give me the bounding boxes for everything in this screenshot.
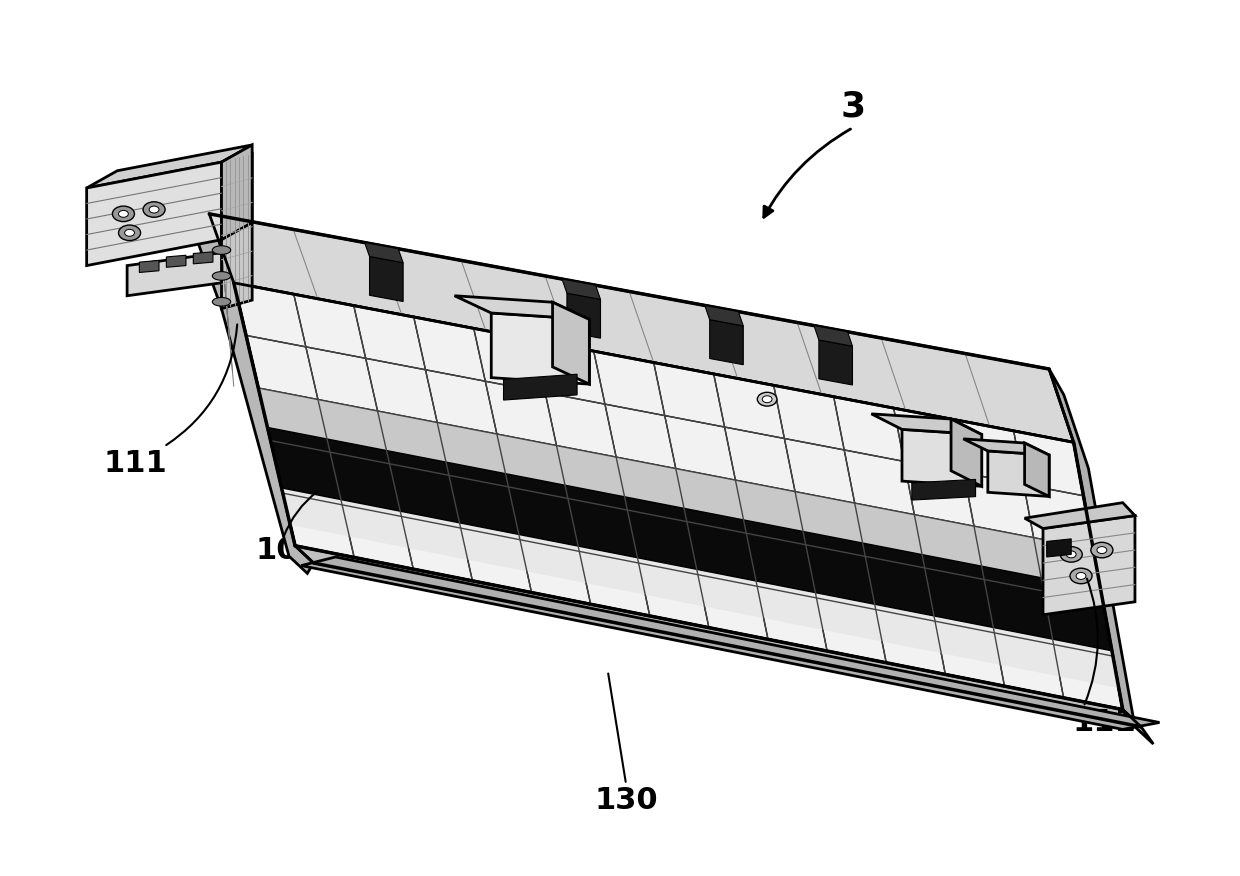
Polygon shape <box>87 145 252 188</box>
Circle shape <box>758 392 777 406</box>
Polygon shape <box>562 279 600 300</box>
Polygon shape <box>872 413 982 434</box>
Circle shape <box>113 206 134 222</box>
Polygon shape <box>87 162 222 265</box>
Ellipse shape <box>212 246 231 254</box>
Polygon shape <box>709 320 743 364</box>
Polygon shape <box>258 388 1101 590</box>
Circle shape <box>143 201 165 217</box>
Circle shape <box>119 210 128 217</box>
Polygon shape <box>813 326 852 346</box>
Circle shape <box>1060 547 1083 562</box>
Polygon shape <box>193 251 213 264</box>
Circle shape <box>1076 573 1086 579</box>
Polygon shape <box>166 255 186 267</box>
Polygon shape <box>818 340 852 385</box>
Polygon shape <box>1047 539 1071 557</box>
Polygon shape <box>222 145 252 240</box>
Polygon shape <box>234 283 1122 710</box>
Circle shape <box>1070 569 1092 583</box>
Polygon shape <box>1024 503 1135 528</box>
Ellipse shape <box>212 272 231 280</box>
Text: 3: 3 <box>841 89 866 124</box>
Text: 130: 130 <box>594 786 658 815</box>
Polygon shape <box>988 451 1049 497</box>
Polygon shape <box>301 557 1159 730</box>
Polygon shape <box>901 429 982 486</box>
Polygon shape <box>1024 443 1049 497</box>
Text: 111: 111 <box>1073 708 1136 737</box>
Polygon shape <box>1043 516 1135 615</box>
Polygon shape <box>139 260 159 272</box>
Circle shape <box>125 230 134 237</box>
Text: 10: 10 <box>255 535 298 564</box>
Polygon shape <box>197 214 314 574</box>
Polygon shape <box>222 153 252 308</box>
Circle shape <box>119 225 140 241</box>
Polygon shape <box>491 313 589 384</box>
Polygon shape <box>503 374 577 400</box>
Polygon shape <box>1049 369 1153 744</box>
Polygon shape <box>951 419 982 486</box>
Circle shape <box>149 206 159 213</box>
Circle shape <box>1097 547 1107 554</box>
Polygon shape <box>704 306 743 326</box>
Polygon shape <box>553 302 589 384</box>
Circle shape <box>1091 542 1112 558</box>
Polygon shape <box>455 296 589 320</box>
Polygon shape <box>210 214 1074 442</box>
Polygon shape <box>911 479 976 500</box>
Polygon shape <box>963 439 1049 455</box>
Polygon shape <box>365 243 403 263</box>
Polygon shape <box>128 252 222 296</box>
Circle shape <box>763 396 773 403</box>
Circle shape <box>1066 551 1076 558</box>
Polygon shape <box>295 546 1141 727</box>
Polygon shape <box>268 427 1112 651</box>
Text: 111: 111 <box>104 449 167 478</box>
Polygon shape <box>281 488 1118 689</box>
Polygon shape <box>567 293 600 338</box>
Ellipse shape <box>212 298 231 306</box>
Polygon shape <box>370 257 403 301</box>
